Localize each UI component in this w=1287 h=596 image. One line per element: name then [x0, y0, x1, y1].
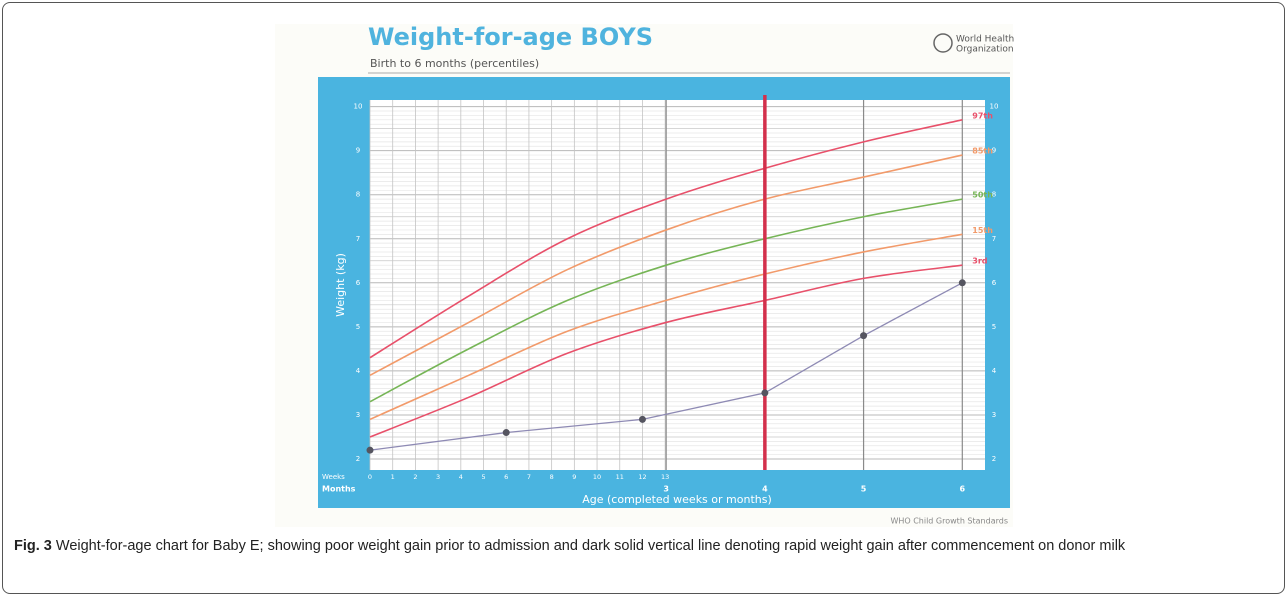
weeks-label: Weeks	[322, 473, 345, 481]
y-tick-label-right: 4	[992, 367, 997, 375]
week-tick-label: 8	[550, 473, 554, 481]
percentile-line	[369, 154, 963, 377]
y-tick-label: 8	[356, 191, 360, 199]
y-tick-label: 7	[356, 235, 360, 243]
chart-title: Weight-for-age BOYS	[368, 23, 653, 51]
caption-label: Fig. 3	[14, 538, 52, 554]
month-tick-label: 5	[861, 485, 867, 494]
y-tick-label: 4	[356, 367, 361, 375]
month-tick-label: 6	[960, 485, 966, 494]
y-tick-label: 5	[356, 323, 360, 331]
week-tick-label: 0	[368, 473, 372, 481]
baby-weight-line	[369, 282, 963, 451]
baby-weight-point	[958, 279, 966, 287]
baby-weight-point	[638, 415, 646, 423]
week-tick-label: 2	[413, 473, 417, 481]
y-tick-label: 2	[356, 455, 360, 463]
y-tick-label-right: 2	[992, 455, 996, 463]
baby-weight-point	[502, 429, 510, 437]
percentile-line	[369, 264, 963, 438]
x-axis-label: Age (completed weeks or months)	[582, 493, 772, 506]
y-axis-label: Weight (kg)	[334, 253, 347, 317]
month-tick-label: 4	[762, 485, 768, 494]
week-tick-label: 10	[593, 473, 601, 481]
caption-text: Weight-for-age chart for Baby E; showing…	[55, 538, 1126, 554]
percentile-label: 97th	[972, 111, 993, 120]
baby-weight-point	[366, 446, 374, 454]
percentile-label: 3rd	[972, 257, 988, 266]
week-tick-label: 12	[638, 473, 646, 481]
y-tick-label: 9	[356, 147, 360, 155]
percentile-line	[369, 198, 963, 403]
y-tick-label-right: 5	[992, 323, 996, 331]
percentile-label: 50th	[972, 191, 993, 200]
y-tick-label: 6	[356, 279, 361, 287]
chart-subtitle: Birth to 6 months (percentiles)	[370, 57, 539, 70]
y-tick-label: 10	[354, 103, 363, 111]
week-tick-label: 4	[459, 473, 463, 481]
week-tick-label: 7	[527, 473, 531, 481]
percentile-label: 85th	[972, 147, 993, 156]
y-tick-label-right: 7	[992, 235, 996, 243]
who-logo	[933, 33, 953, 53]
org-name: Organization	[956, 45, 1014, 55]
y-tick-label-right: 10	[990, 103, 999, 111]
months-label: Months	[322, 485, 356, 494]
y-tick-label-right: 8	[992, 191, 996, 199]
y-tick-label-right: 9	[992, 147, 996, 155]
y-tick-label-right: 6	[992, 279, 997, 287]
y-tick-label-right: 3	[992, 411, 996, 419]
week-tick-label: 13	[661, 473, 669, 481]
org-name: World Health	[956, 35, 1014, 45]
y-tick-label: 3	[356, 411, 360, 419]
caption: Fig. 3 Weight-for-age chart for Baby E; …	[14, 536, 1264, 557]
percentile-line	[369, 119, 963, 359]
plot-area	[370, 100, 985, 470]
percentile-label: 15th	[972, 226, 993, 235]
week-tick-label: 3	[436, 473, 440, 481]
percentile-line	[369, 233, 963, 421]
week-tick-label: 9	[572, 473, 576, 481]
week-tick-label: 1	[391, 473, 395, 481]
week-tick-label: 6	[504, 473, 508, 481]
week-tick-label: 5	[481, 473, 485, 481]
baby-weight-point	[761, 389, 769, 397]
month-tick-label: 3	[663, 485, 669, 494]
baby-weight-point	[860, 332, 868, 340]
week-tick-label: 11	[616, 473, 624, 481]
source: WHO Child Growth Standards	[890, 517, 1008, 526]
